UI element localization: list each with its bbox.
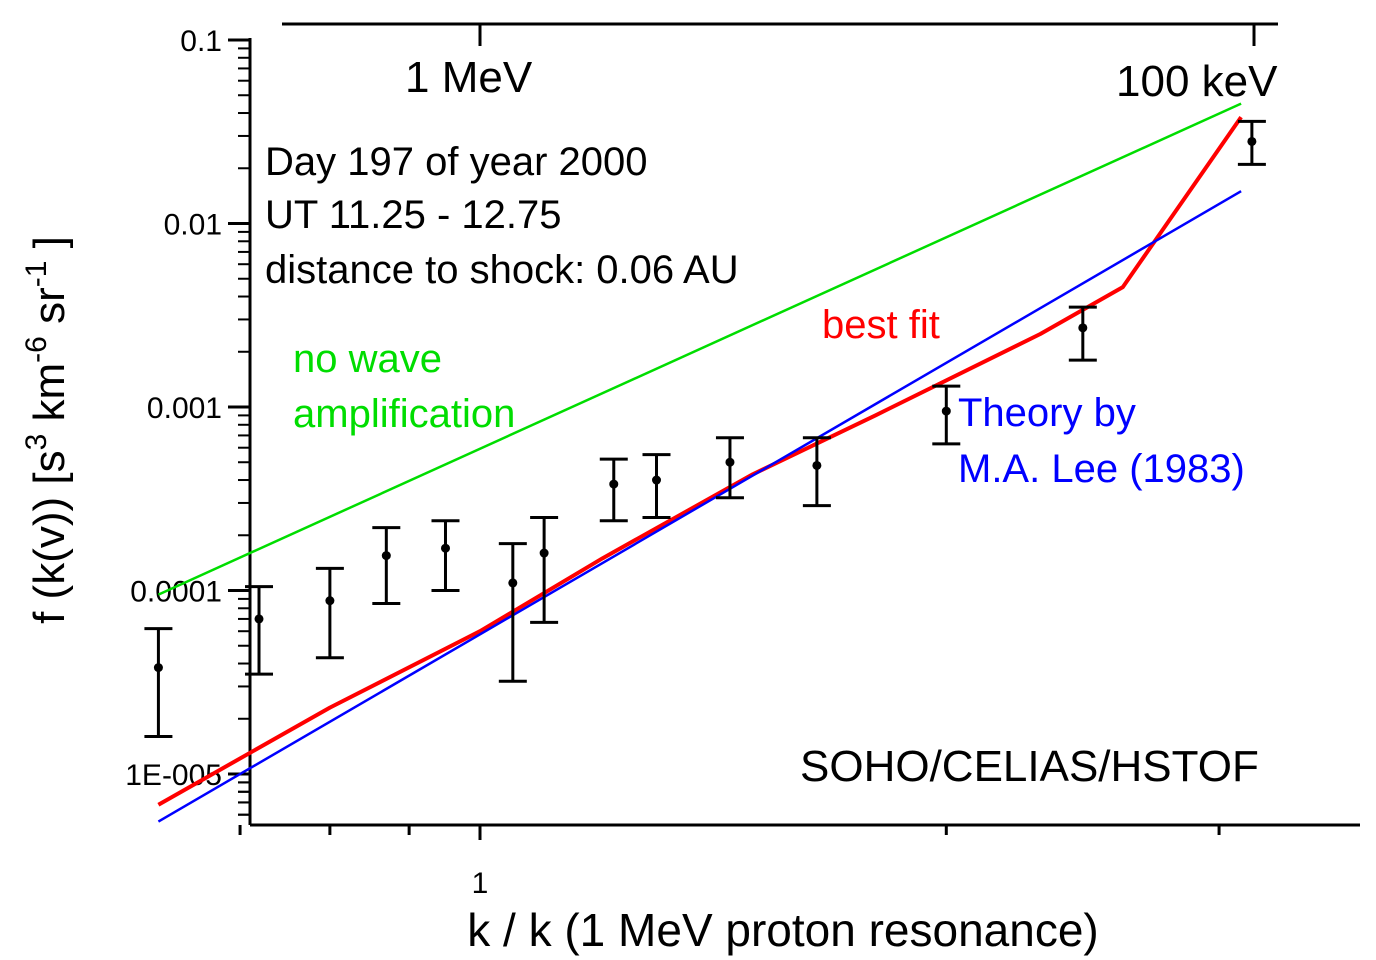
data-point <box>1068 305 1097 362</box>
data-marker <box>941 406 951 416</box>
data-marker <box>508 578 518 588</box>
data-marker <box>440 543 450 553</box>
y-axis-title: f (k(v)) [s3 km-6 sr-1 ] <box>20 236 74 624</box>
data-point <box>715 436 744 500</box>
data-marker <box>609 479 619 489</box>
x-tick-label: 1 <box>472 867 489 900</box>
data-point <box>431 519 460 592</box>
data-points <box>144 119 1266 739</box>
x-ticks: 1 <box>238 825 1221 900</box>
data-marker <box>651 475 661 485</box>
data-marker <box>153 663 163 673</box>
top-label-1mev: 1 MeV <box>405 53 533 102</box>
info-line-3: distance to shock: 0.06 AU <box>265 248 739 292</box>
y-tick-label: 0.1 <box>180 25 222 58</box>
data-marker <box>812 460 822 470</box>
y-tick-label: 0.001 <box>147 392 222 425</box>
data-marker <box>325 596 335 606</box>
y-tick-label: 0.0001 <box>130 576 222 609</box>
data-marker <box>539 548 549 558</box>
info-line-2: UT 11.25 - 12.75 <box>265 193 561 237</box>
series-line <box>157 190 1242 823</box>
data-marker <box>1078 323 1088 333</box>
data-point <box>599 457 628 523</box>
data-marker <box>381 551 391 561</box>
y-ticks: 0.1 0.01 0.001 0.0001 1E-005 <box>125 25 250 816</box>
y-tick-label: 0.01 <box>164 209 222 242</box>
data-point <box>1237 119 1266 166</box>
data-point <box>144 627 173 739</box>
no-wave-label-2: amplification <box>293 392 515 436</box>
info-line-1: Day 197 of year 2000 <box>265 140 647 184</box>
theory-label-2: M.A. Lee (1983) <box>958 447 1245 491</box>
data-marker <box>254 614 264 624</box>
data-marker <box>1247 136 1257 146</box>
x-axis-title: k / k (1 MeV proton resonance) <box>467 904 1099 956</box>
data-point <box>932 384 961 446</box>
data-point <box>642 453 671 519</box>
data-marker <box>725 457 735 467</box>
y-tick-label: 1E-005 <box>125 759 222 792</box>
data-point <box>530 515 559 624</box>
data-point <box>802 436 831 508</box>
best-fit-label: best fit <box>822 303 940 347</box>
data-point <box>245 585 274 676</box>
theory-label-1: Theory by <box>958 391 1136 435</box>
data-point <box>498 542 527 683</box>
data-point <box>315 566 344 660</box>
instrument-label: SOHO/CELIAS/HSTOF <box>800 742 1259 791</box>
series-line <box>157 102 1242 596</box>
data-point <box>372 526 401 605</box>
series-lines <box>157 102 1243 823</box>
no-wave-label-1: no wave <box>293 337 442 381</box>
top-axis-ticks <box>478 24 1256 46</box>
top-label-100kev: 100 keV <box>1116 57 1278 106</box>
